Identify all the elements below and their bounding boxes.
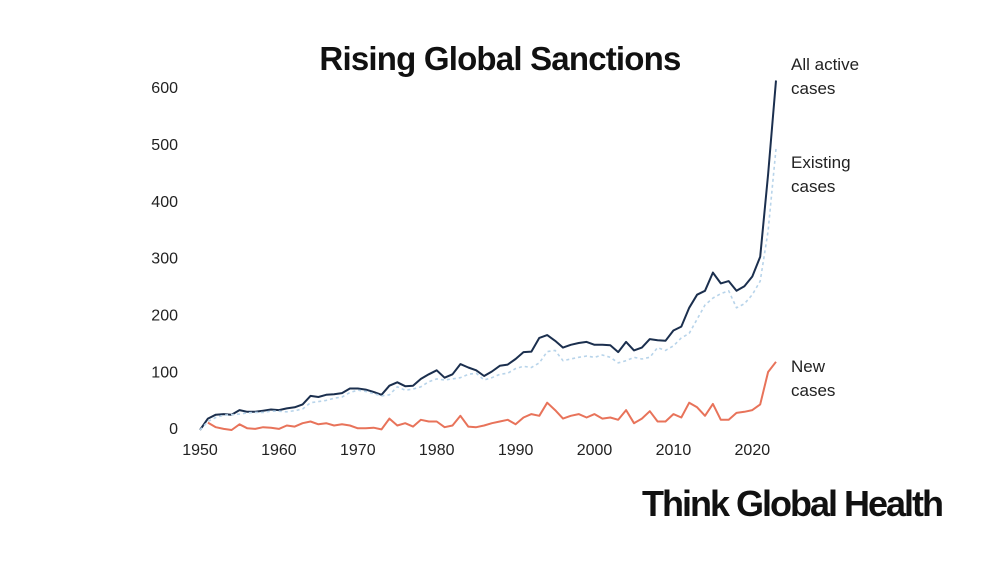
data-line xyxy=(199,80,777,431)
y-tick-label: 500 xyxy=(151,137,178,154)
x-tick-label: 1960 xyxy=(261,442,297,459)
brand-logo: Think Global Health xyxy=(641,483,944,524)
y-tick-label: 200 xyxy=(151,308,178,325)
y-tick-label: 100 xyxy=(151,364,178,381)
x-tick-label: 1980 xyxy=(419,442,455,459)
x-tick-label: 2000 xyxy=(577,442,613,459)
data-line xyxy=(199,148,777,431)
x-tick-label: 1950 xyxy=(182,442,218,459)
chart-title: Rising Global Sanctions xyxy=(319,40,681,77)
y-tick-label: 300 xyxy=(151,251,178,268)
x-tick-label: 1990 xyxy=(498,442,534,459)
series-label: New cases xyxy=(791,357,836,400)
y-tick-label: 400 xyxy=(151,194,178,211)
x-tick-label: 1970 xyxy=(340,442,376,459)
x-tick-label: 2020 xyxy=(735,442,771,459)
series-label: All active cases xyxy=(791,55,860,98)
y-tick-label: 0 xyxy=(169,421,178,438)
y-tick-label: 600 xyxy=(151,80,178,97)
x-tick-label: 2010 xyxy=(656,442,692,459)
series-label: Existing cases xyxy=(791,153,851,196)
data-line xyxy=(207,361,777,431)
